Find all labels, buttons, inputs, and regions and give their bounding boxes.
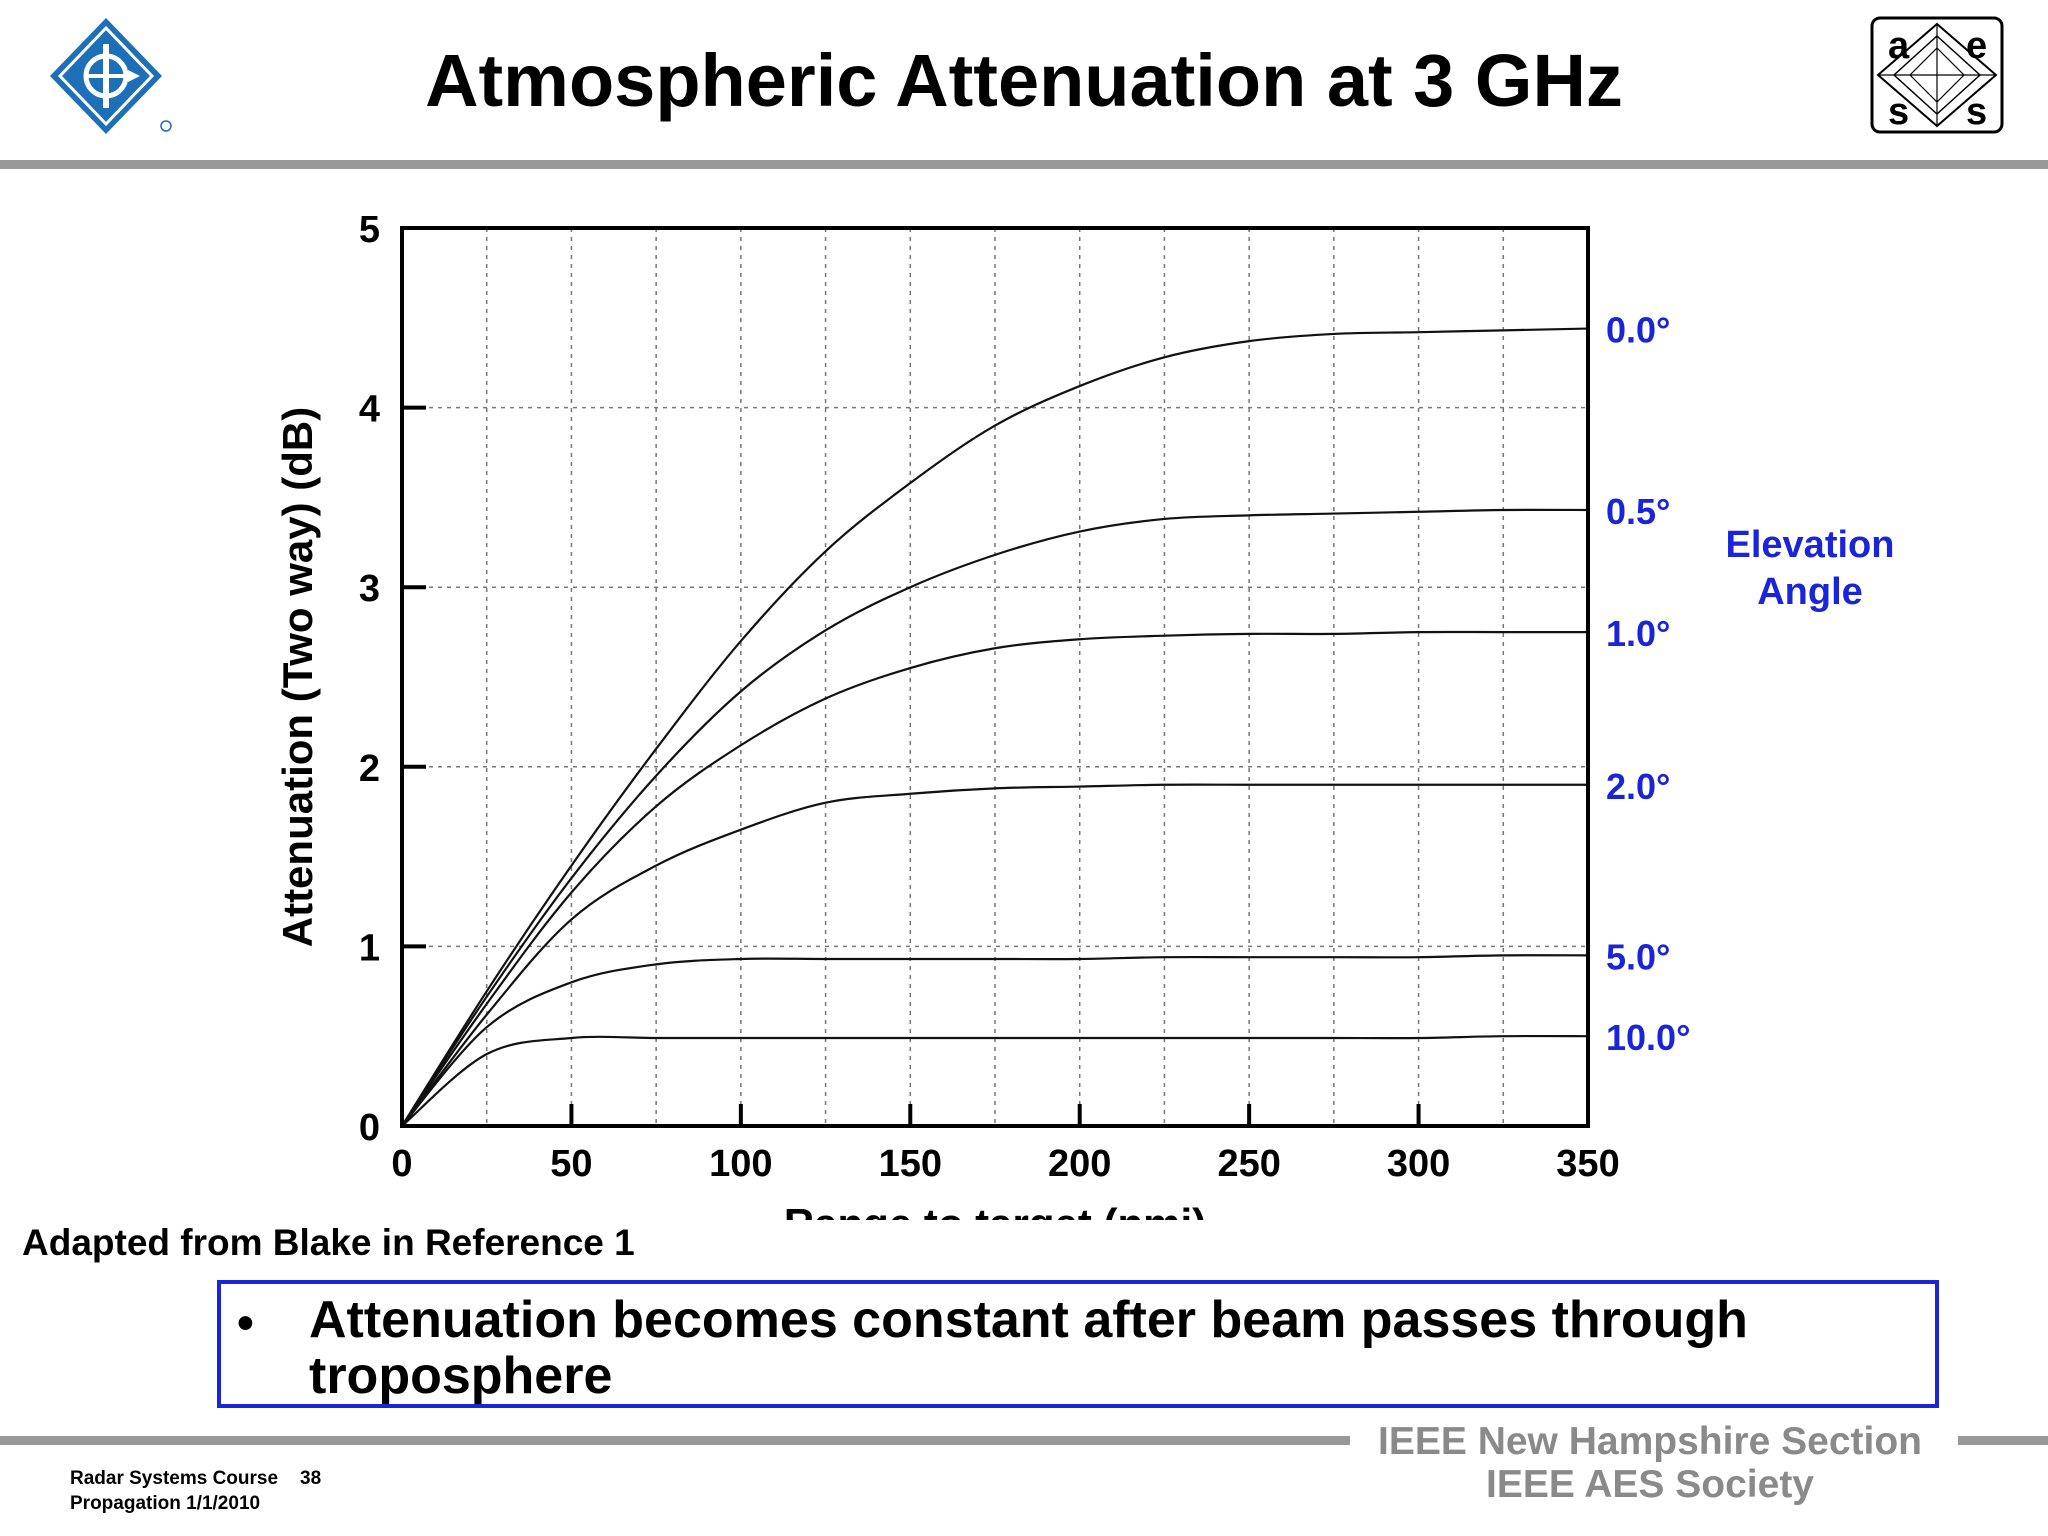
page-title: Atmospheric Attenuation at 3 GHz xyxy=(425,39,1623,122)
x-axis-label: Range to target (nmi) xyxy=(784,1200,1206,1220)
y-tick-label: 0 xyxy=(359,1107,380,1149)
plot-frame xyxy=(400,226,1590,1128)
aes-letter-a: a xyxy=(1888,25,1910,67)
series-line-2 xyxy=(401,630,1588,1127)
footer-course-info: Radar Systems Course 38 Propagation 1/1/2… xyxy=(70,1466,321,1516)
y-tick-label: 4 xyxy=(359,389,380,431)
legend-title-line-2: Angle xyxy=(1757,571,1863,613)
series-label: 0.0° xyxy=(1606,310,1670,351)
series-line-0 xyxy=(401,327,1589,1127)
y-tick-label: 1 xyxy=(359,927,380,969)
series-label: 5.0° xyxy=(1606,936,1670,977)
attenuation-chart: 0 50 100 150 200 250 300 350 0 1 2 3 4 5 0.0° 0.5° 1.0°… xyxy=(274,209,1895,1220)
header-rule xyxy=(0,160,2048,169)
callout-text: Attenuation becomes constant after beam … xyxy=(309,1291,1748,1405)
footer-org-line-2: IEEE AES Society xyxy=(1485,1463,1814,1506)
y-axis-label: Attenuation (Two way) (dB) xyxy=(274,407,321,947)
axis-ticks xyxy=(400,226,1590,1128)
series-labels: 0.0° 0.5° 1.0° 2.0° 5.0° 10.0° xyxy=(1606,310,1690,1059)
bullet: • xyxy=(237,1297,254,1350)
series-line-3 xyxy=(401,783,1588,1127)
footer-rule-right xyxy=(1958,1436,2048,1445)
footer-topic-date: Propagation 1/1/2010 xyxy=(70,1493,261,1514)
aes-logo: a e s s xyxy=(1870,16,2004,134)
x-tick-label: 150 xyxy=(879,1143,942,1185)
aes-letter-s-right: s xyxy=(1966,91,1987,133)
source-note: Adapted from Blake in Reference 1 xyxy=(22,1222,635,1263)
series-line-4 xyxy=(401,954,1589,1127)
grid-lines xyxy=(402,228,1588,1126)
tick-labels: 0 50 100 150 200 250 300 350 0 1 2 3 4 5 xyxy=(359,209,1620,1185)
x-tick-label: 0 xyxy=(391,1143,412,1185)
series-line-1 xyxy=(401,508,1589,1127)
y-tick-label: 5 xyxy=(359,209,380,251)
footer-org-line-1: IEEE New Hampshire Section xyxy=(1377,1420,1922,1463)
x-tick-label: 50 xyxy=(550,1143,592,1185)
aes-letter-s-left: s xyxy=(1888,91,1909,133)
footer-rule-left xyxy=(0,1436,1350,1445)
aes-letter-e: e xyxy=(1966,25,1987,67)
footer-organization: IEEE New Hampshire Section IEEE AES Soci… xyxy=(1290,1420,2010,1506)
series-label: 10.0° xyxy=(1606,1017,1690,1058)
page-number: 38 xyxy=(300,1468,322,1489)
series-label: 0.5° xyxy=(1606,491,1670,532)
footer-course: Radar Systems Course xyxy=(70,1468,279,1489)
x-tick-label: 100 xyxy=(709,1143,772,1185)
series-line-5 xyxy=(401,1034,1589,1127)
y-tick-label: 3 xyxy=(359,568,380,610)
x-tick-label: 200 xyxy=(1048,1143,1111,1185)
x-tick-label: 350 xyxy=(1556,1143,1619,1185)
legend-title-line-1: Elevation xyxy=(1726,524,1895,566)
y-tick-label: 2 xyxy=(359,748,380,790)
data-series xyxy=(401,327,1589,1127)
callout-box: • Attenuation becomes constant after bea… xyxy=(217,1280,1939,1408)
x-tick-label: 300 xyxy=(1387,1143,1450,1185)
x-tick-label: 250 xyxy=(1217,1143,1280,1185)
series-label: 2.0° xyxy=(1606,766,1670,807)
series-label: 1.0° xyxy=(1606,613,1670,654)
ieee-logo xyxy=(50,18,172,134)
